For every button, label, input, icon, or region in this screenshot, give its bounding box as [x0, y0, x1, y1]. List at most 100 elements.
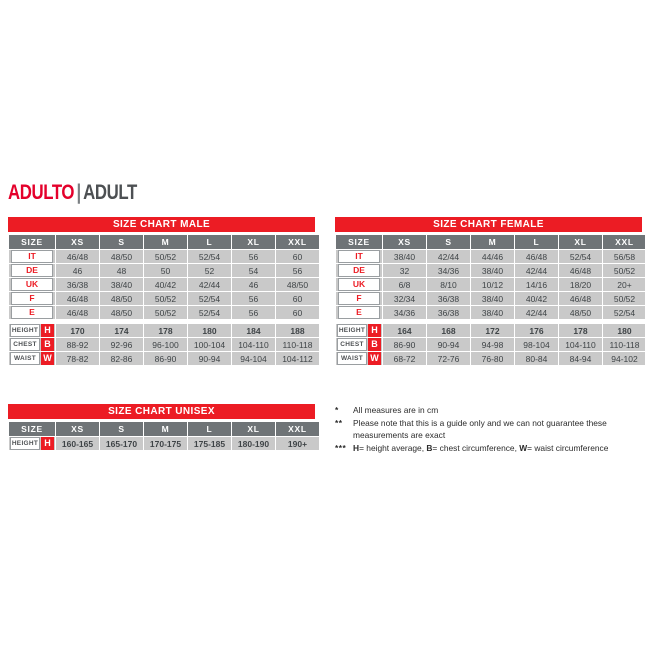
table-cell: 48/50 [100, 292, 143, 305]
table-header-row: SIZE XS S M L XL XXL [336, 235, 645, 249]
table-cell: 94-98 [471, 338, 514, 351]
table-cell: 36/38 [56, 278, 99, 291]
column-header-m: M [471, 235, 514, 249]
table-cell: 184 [232, 324, 275, 337]
row-label-box: DE [11, 264, 53, 277]
size-table-female: SIZE XS S M L XL XXL IT 38/40 42/44 44/46 46/48 52/5… [335, 234, 645, 366]
measure-name: HEIGHT [10, 324, 40, 337]
table-cell: 110-118 [276, 338, 319, 351]
table-cell: 38/40 [471, 306, 514, 319]
size-table-male-body: SIZE XS S M L XL XXL IT 46/48 48/50 50/52 52/54 56 60… [9, 235, 319, 365]
note-marker: *** [335, 442, 347, 453]
table-cell: 38/40 [100, 278, 143, 291]
table-cell: 52 [188, 264, 231, 277]
table-cell: 98-104 [515, 338, 558, 351]
column-header-l: L [188, 235, 231, 249]
row-label-height: HEIGHT H [336, 324, 382, 337]
table-row: IT 46/48 48/50 50/52 52/54 56 60 [9, 250, 319, 263]
table-cell: 52/54 [559, 250, 602, 263]
table-cell: 42/44 [515, 306, 558, 319]
table-cell: 172 [471, 324, 514, 337]
row-label-uk: UK [9, 278, 55, 291]
table-cell: 72-76 [427, 352, 470, 365]
table-cell: 6/8 [383, 278, 426, 291]
column-header-xs: XS [56, 235, 99, 249]
table-cell: 60 [276, 306, 319, 319]
table-cell: 104-110 [232, 338, 275, 351]
table-cell: 90-94 [188, 352, 231, 365]
table-cell: 68-72 [383, 352, 426, 365]
table-cell: 88-92 [56, 338, 99, 351]
table-cell: 90-94 [427, 338, 470, 351]
table-cell: 48 [100, 264, 143, 277]
measure-badge-h: H [41, 437, 54, 450]
column-header-xl: XL [232, 235, 275, 249]
page-title-secondary: ADULT [83, 181, 137, 204]
table-row: CHEST B 88-92 92-96 96-100 100-104 104-110 110-… [9, 338, 319, 351]
column-header-s: S [100, 422, 143, 436]
table-cell: 50 [144, 264, 187, 277]
table-cell: 174 [100, 324, 143, 337]
row-label-waist: WAIST W [336, 352, 382, 365]
row-label-box: DE [338, 264, 380, 277]
table-cell: 52/54 [188, 306, 231, 319]
column-header-xl: XL [232, 422, 275, 436]
page-title: ADULTO | ADULT [8, 181, 137, 205]
table-cell: 44/46 [471, 250, 514, 263]
table-spacer [9, 320, 319, 323]
table-row: WAIST W 78-82 82-86 86-90 90-94 94-104 104-112 [9, 352, 319, 365]
row-label-box: E [338, 306, 380, 319]
table-cell: 56 [232, 306, 275, 319]
table-cell: 34/36 [383, 306, 426, 319]
table-cell: 94-102 [603, 352, 645, 365]
table-cell: 170 [56, 324, 99, 337]
row-label-f: F [9, 292, 55, 305]
table-cell: 54 [232, 264, 275, 277]
table-cell: 180-190 [232, 437, 275, 450]
row-label-f: F [336, 292, 382, 305]
table-cell: 170-175 [144, 437, 187, 450]
table-cell: 40/42 [144, 278, 187, 291]
row-label-uk: UK [336, 278, 382, 291]
table-cell: 46 [56, 264, 99, 277]
table-cell: 188 [276, 324, 319, 337]
table-row: F 46/48 48/50 50/52 52/54 56 60 [9, 292, 319, 305]
table-cell: 190+ [276, 437, 319, 450]
note-text: All measures are in cm [353, 405, 439, 415]
measure-badge-h: H [41, 324, 54, 337]
table-row: UK 36/38 38/40 40/42 42/44 46 48/50 [9, 278, 319, 291]
table-row: E 46/48 48/50 50/52 52/54 56 60 [9, 306, 319, 319]
table-cell: 60 [276, 250, 319, 263]
table-cell: 110-118 [603, 338, 645, 351]
measure-name: HEIGHT [337, 324, 367, 337]
note-text: Please note that this is a guide only an… [353, 417, 607, 441]
table-cell: 32 [383, 264, 426, 277]
table-cell: 46/48 [56, 250, 99, 263]
table-cell: 94-104 [232, 352, 275, 365]
table-cell: 38/40 [471, 264, 514, 277]
table-cell: 104-110 [559, 338, 602, 351]
table-cell: 50/52 [144, 306, 187, 319]
table-cell: 178 [559, 324, 602, 337]
row-label-box: IT [338, 250, 380, 263]
table-cell: 86-90 [144, 352, 187, 365]
table-header-row: SIZE XS S M L XL XXL [9, 422, 319, 436]
chart-title-unisex: SIZE CHART UNISEX [8, 404, 315, 419]
note-marker: * [335, 405, 339, 415]
table-cell: 86-90 [383, 338, 426, 351]
row-label-box: F [338, 292, 380, 305]
table-cell: 48/50 [100, 306, 143, 319]
table-cell: 56 [232, 292, 275, 305]
table-row: CHEST B 86-90 90-94 94-98 98-104 104-110 110-11… [336, 338, 645, 351]
measure-badge-h: H [368, 324, 381, 337]
table-cell: 78-82 [56, 352, 99, 365]
table-cell: 50/52 [144, 292, 187, 305]
row-label-box: IT [11, 250, 53, 263]
table-cell: 52/54 [188, 292, 231, 305]
table-spacer-cell [9, 320, 319, 323]
size-table-unisex-body: SIZE XS S M L XL XXL HEIGHT H 160-165 165-170 170-1… [9, 422, 319, 450]
table-cell: 36/38 [427, 292, 470, 305]
note-item: *** H= height average, B= chest circumfer… [335, 442, 643, 455]
table-cell: 10/12 [471, 278, 514, 291]
table-cell: 104-112 [276, 352, 319, 365]
